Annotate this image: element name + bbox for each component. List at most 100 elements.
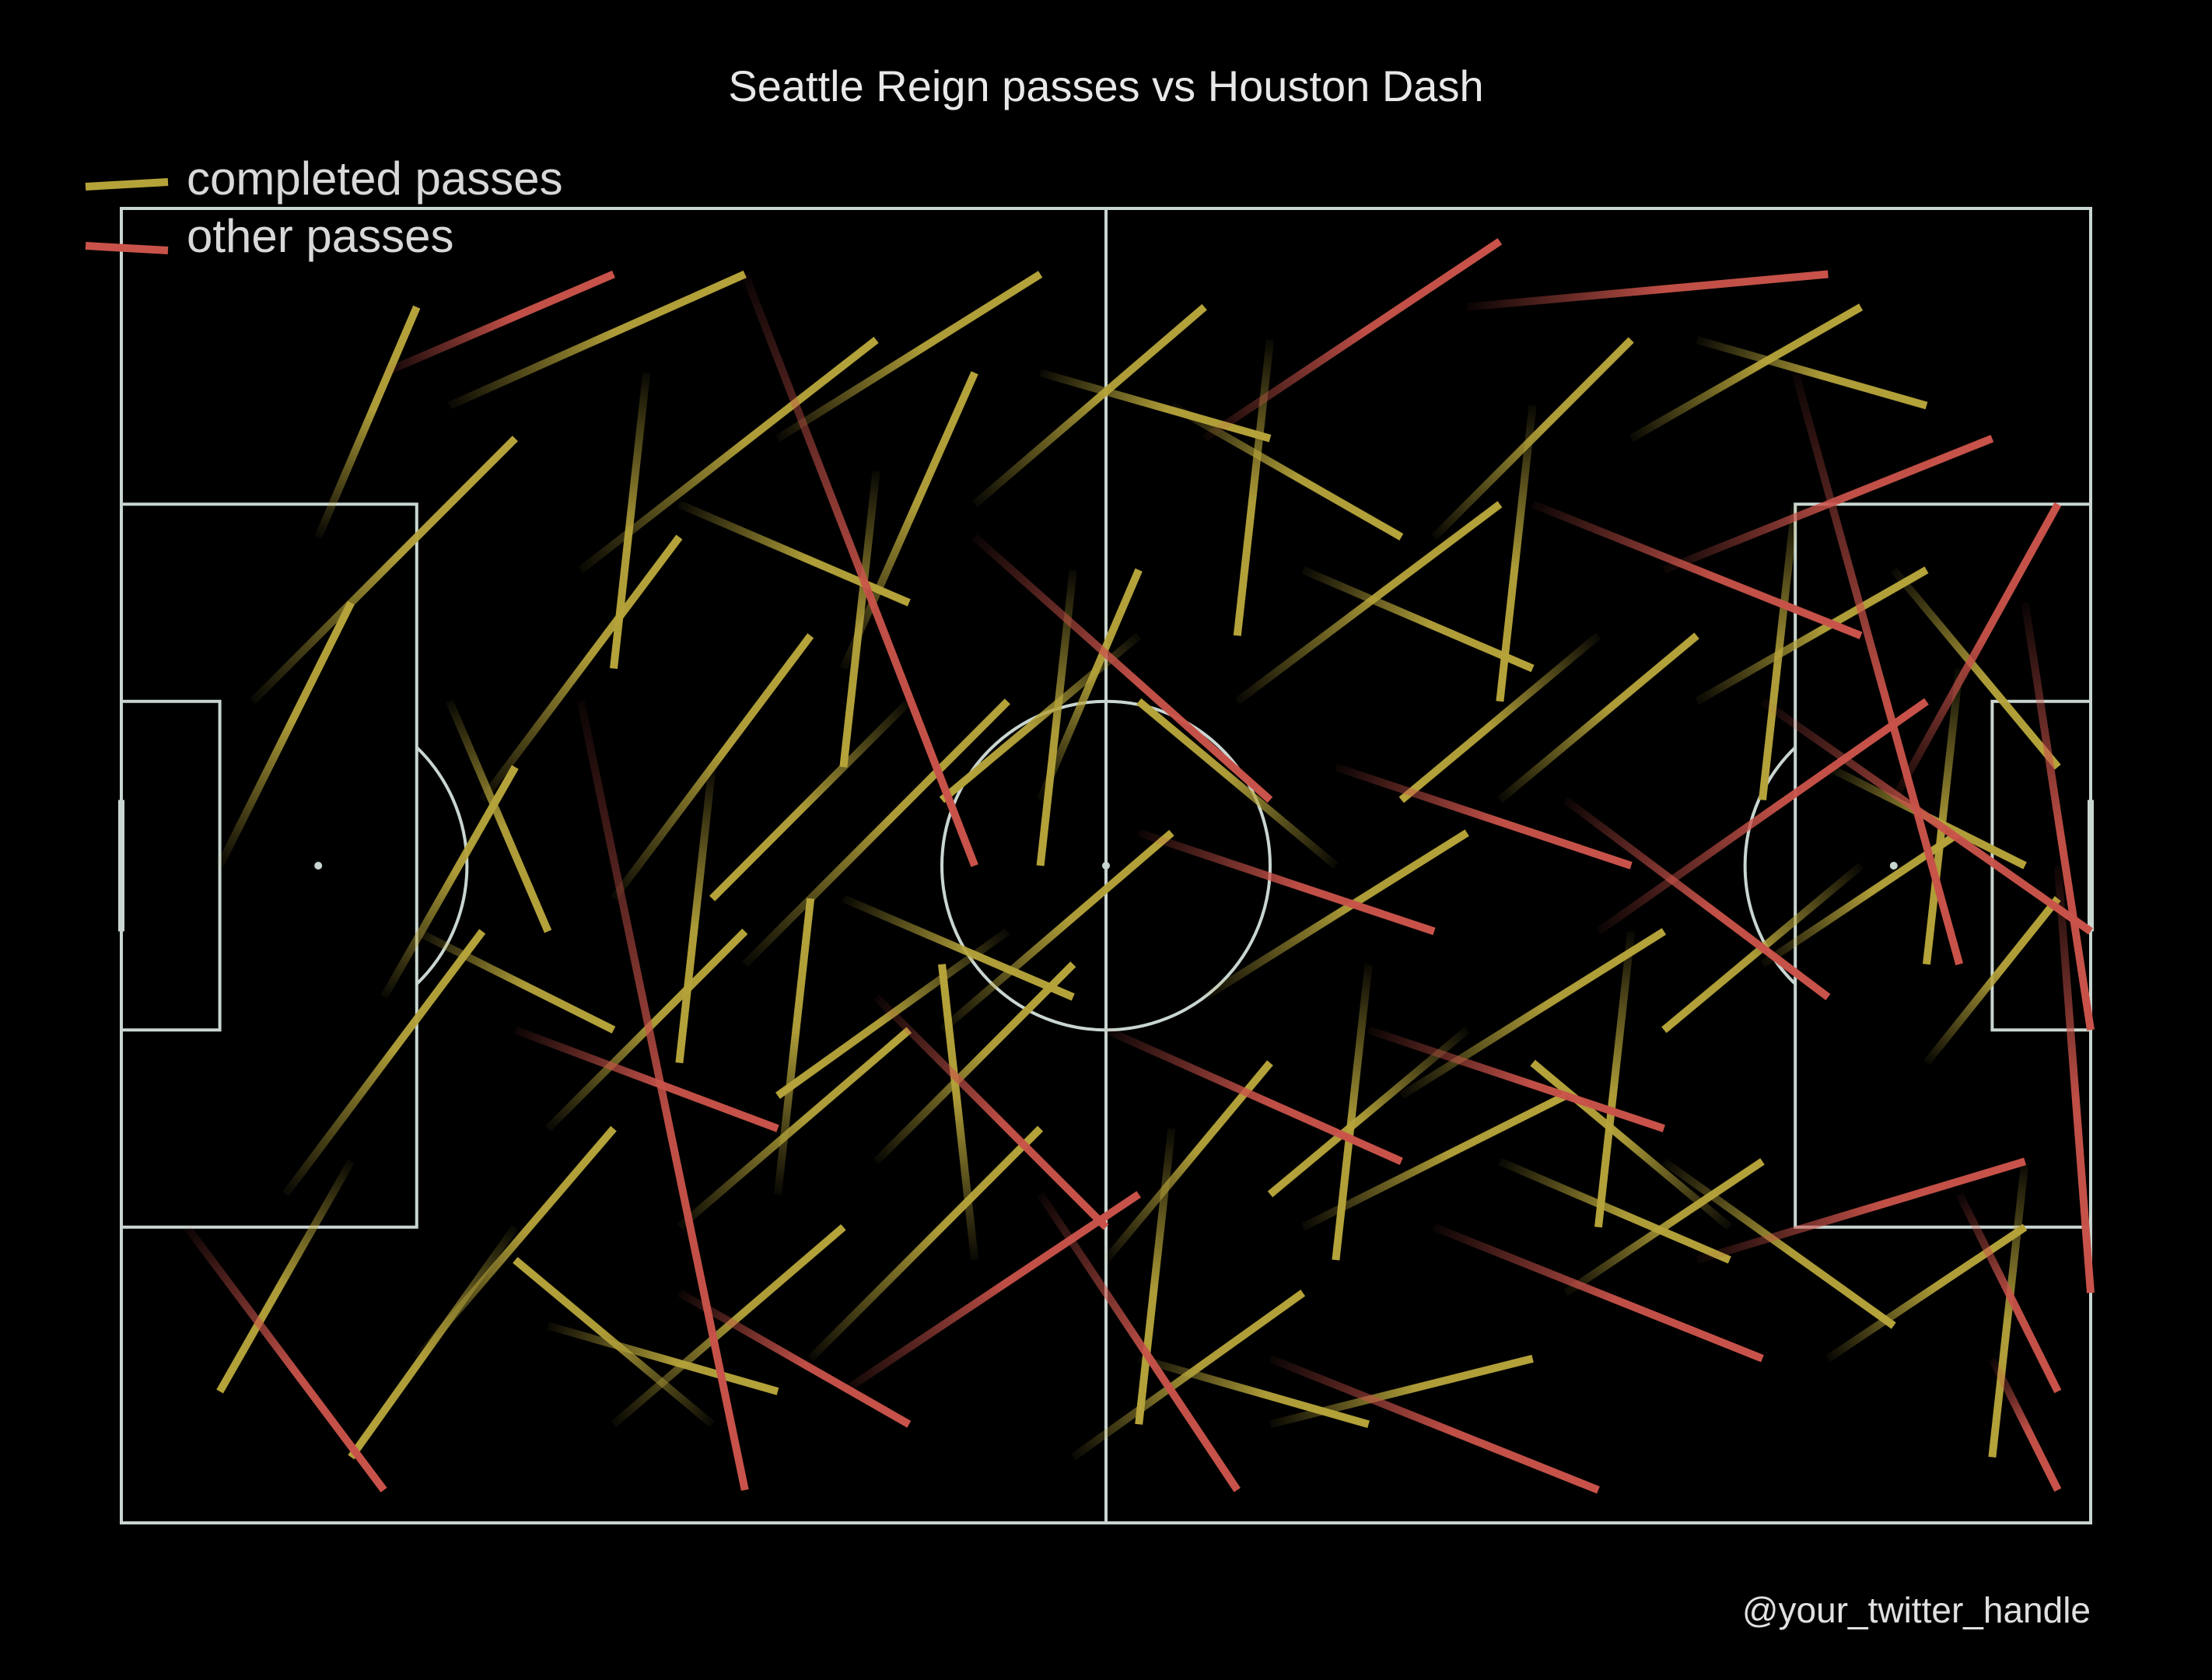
other-pass-27 <box>1563 796 1831 1000</box>
completed-pass-17 <box>971 303 1207 508</box>
completed-pass-39 <box>216 1159 355 1394</box>
completed-pass-36 <box>1890 567 2061 770</box>
completed-pass-12 <box>775 271 1043 442</box>
other-pass-21 <box>1037 1192 1241 1493</box>
completed-pass-59 <box>1332 964 1373 1261</box>
completed-pass-71 <box>1301 566 1535 673</box>
completed-pass-50 <box>446 699 552 933</box>
other-pass-29 <box>1466 270 1829 311</box>
completed-pass-30 <box>1563 1158 1765 1297</box>
completed-pass-40 <box>348 1224 519 1460</box>
legend-label-completed: completed passes <box>187 152 563 205</box>
completed-pass-46 <box>1267 1027 1470 1198</box>
other-pass-1 <box>382 270 615 376</box>
other-pass-16 <box>2021 602 2095 1031</box>
completed-pass-0 <box>314 305 421 539</box>
completed-pass-42 <box>709 698 912 901</box>
completed-pass-55 <box>938 964 979 1261</box>
other-pass-23 <box>677 1289 912 1428</box>
completed-pass-23 <box>1234 501 1503 705</box>
completed-pass-32 <box>1695 566 1929 705</box>
completed-pass-26 <box>1269 1354 1534 1429</box>
completed-pass-64 <box>1988 1160 2029 1458</box>
completed-pass-1 <box>250 436 518 705</box>
completed-pass-5 <box>447 270 747 410</box>
completed-pass-20 <box>1103 1060 1273 1263</box>
right-penalty-spot <box>1889 862 1898 870</box>
other-pass-12 <box>1696 1157 2027 1264</box>
completed-pass-44 <box>939 632 1142 803</box>
legend: completed passes other passes <box>85 152 563 262</box>
legend-swatch-completed <box>85 178 169 191</box>
completed-pass-69 <box>1039 369 1272 443</box>
other-passes-layer <box>184 238 2095 1494</box>
completed-pass-22 <box>1169 402 1404 541</box>
other-pass-22 <box>873 994 1109 1230</box>
completed-pass-34 <box>1661 1158 1896 1329</box>
left-penalty-arc <box>415 746 469 985</box>
completed-pass-29 <box>1399 928 1667 1099</box>
completed-pass-53 <box>774 898 815 1195</box>
completed-pass-7 <box>479 534 683 803</box>
completed-pass-57 <box>1135 1128 1176 1425</box>
left-penalty-spot <box>314 862 323 870</box>
other-pass-20 <box>1269 1355 1600 1494</box>
completed-pass-45 <box>1136 698 1339 869</box>
completed-pass-60 <box>1496 404 1537 702</box>
other-pass-8 <box>1334 763 1633 870</box>
completed-pass-70 <box>1137 1354 1370 1429</box>
other-pass-19 <box>1760 698 2093 935</box>
other-pass-11 <box>1596 698 1929 935</box>
completed-pass-24 <box>1202 829 1469 1001</box>
legend-swatch-other <box>85 242 169 254</box>
other-pass-10 <box>1531 500 1863 639</box>
completed-pass-48 <box>1530 1059 1733 1230</box>
center-spot <box>1102 862 1110 870</box>
completed-pass-72 <box>1498 1157 1731 1264</box>
completed-pass-63 <box>1923 667 1964 965</box>
other-pass-9 <box>1433 1223 1764 1363</box>
other-pass-18 <box>1988 1356 2062 1492</box>
other-pass-14 <box>1890 502 2062 802</box>
other-pass-0 <box>184 1224 387 1493</box>
other-pass-3 <box>741 272 978 867</box>
completed-pass-52 <box>675 766 716 1064</box>
twitter-handle-credit: @your_twitter_handle <box>1742 1590 2091 1630</box>
other-pass-26 <box>1367 1026 1665 1132</box>
completed-pass-51 <box>610 372 651 670</box>
completed-pass-16 <box>807 1125 1044 1362</box>
completed-pass-68 <box>842 894 1075 1001</box>
other-pass-4 <box>841 1191 1141 1395</box>
completed-pass-3 <box>282 929 486 1197</box>
other-pass-28 <box>1662 435 1994 574</box>
completed-passes-layer <box>216 270 2061 1461</box>
completed-pass-11 <box>611 1223 846 1428</box>
legend-label-other: other passes <box>187 210 454 262</box>
completed-pass-62 <box>1759 503 1800 801</box>
other-pass-5 <box>971 534 1273 803</box>
other-pass-15 <box>1955 1192 2062 1394</box>
completed-pass-66 <box>547 1321 779 1395</box>
completed-pass-13 <box>839 371 978 670</box>
completed-pass-58 <box>1233 339 1274 636</box>
completed-pass-54 <box>839 471 880 768</box>
completed-pass-61 <box>1594 930 1636 1228</box>
completed-pass-73 <box>1696 336 1928 410</box>
other-pass-24 <box>513 1026 779 1132</box>
completed-pass-65 <box>415 928 616 1034</box>
other-pass-6 <box>1104 1026 1403 1165</box>
other-pass-25 <box>1137 829 1436 936</box>
other-pass-13 <box>1791 371 1964 966</box>
completed-pass-28 <box>1497 632 1699 803</box>
completed-pass-10 <box>677 1027 912 1230</box>
completed-pass-67 <box>677 500 911 607</box>
completed-pass-35 <box>1825 1223 2028 1362</box>
completed-pass-37 <box>1923 896 2061 1066</box>
completed-pass-38 <box>216 600 355 868</box>
completed-pass-19 <box>939 829 1174 1034</box>
other-pass-17 <box>2053 865 2095 1293</box>
completed-pass-31 <box>1629 303 1864 443</box>
completed-pass-14 <box>742 698 1010 968</box>
completed-pass-25 <box>1300 1092 1568 1231</box>
